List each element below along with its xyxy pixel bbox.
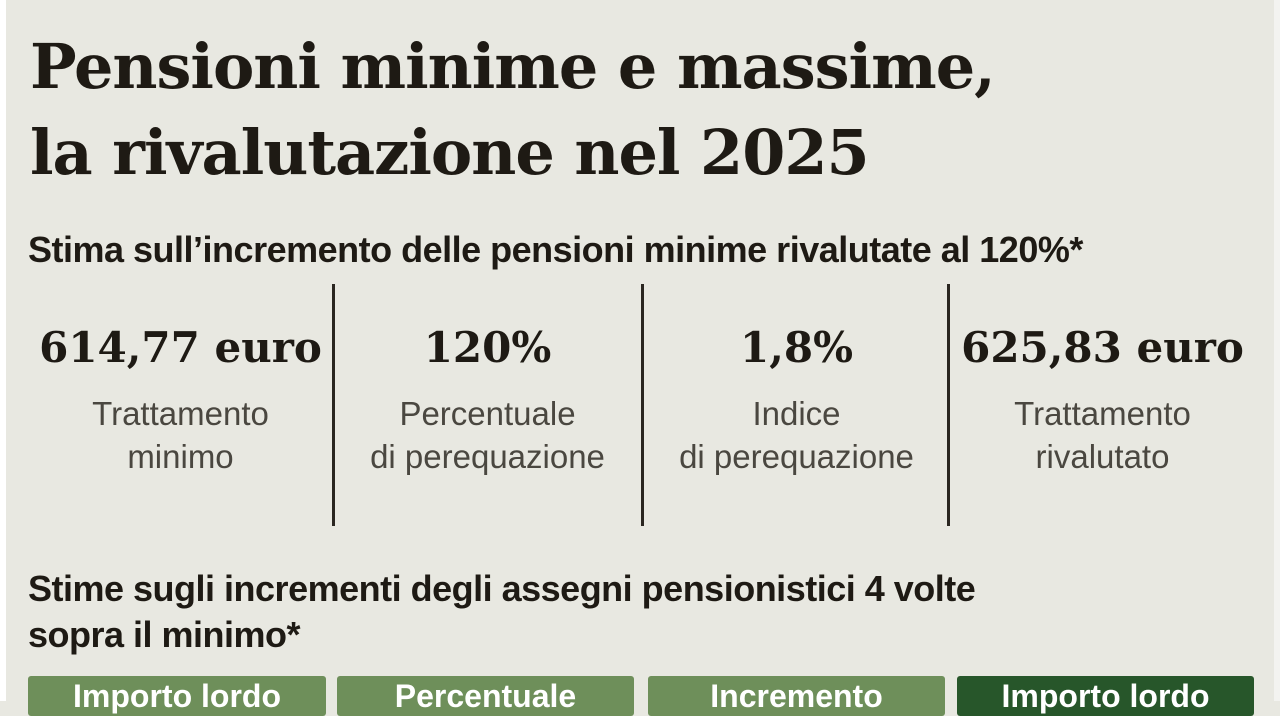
stat-indice-perequazione: 1,8% Indice di perequazione xyxy=(644,284,949,526)
stats-row: 614,77 euro Trattamento minimo 120% Perc… xyxy=(28,284,1250,526)
stat-label: Trattamento rivalutato xyxy=(950,392,1255,478)
section-heading-four-times-minimum: Stime sugli incrementi degli assegni pen… xyxy=(28,566,976,658)
stat-percentuale-perequazione: 120% Percentuale di perequazione xyxy=(335,284,640,526)
stat-divider xyxy=(332,284,335,526)
stat-value: 1,8% xyxy=(740,323,853,372)
stat-divider xyxy=(947,284,950,526)
stat-trattamento-rivalutato: 625,83 euro Trattamento rivalutato xyxy=(950,284,1255,526)
stat-label-line-2: di perequazione xyxy=(370,438,605,475)
stat-label-line-2: minimo xyxy=(127,438,234,475)
stat-label-line-2: di perequazione xyxy=(679,438,914,475)
title-line-1: Pensioni minime e massime, xyxy=(30,30,996,103)
stat-label-line-1: Trattamento xyxy=(1014,395,1191,432)
stat-label: Percentuale di perequazione xyxy=(335,392,640,478)
stat-label-line-1: Percentuale xyxy=(399,395,576,432)
stat-value: 120% xyxy=(423,323,552,372)
table-header-percentuale: Percentuale xyxy=(337,676,634,716)
section-heading-line-1: Stime sugli incrementi degli assegni pen… xyxy=(28,568,976,609)
section-heading-minimum-pensions: Stima sull’incremento delle pensioni min… xyxy=(28,229,1083,270)
title-line-2: la rivalutazione nel 2025 xyxy=(30,116,870,189)
page-title: Pensioni minime e massime, la rivalutazi… xyxy=(30,24,996,196)
stat-label-line-1: Indice xyxy=(752,395,841,432)
stat-trattamento-minimo: 614,77 euro Trattamento minimo xyxy=(28,284,333,526)
table-header-label: Importo lordo xyxy=(73,678,281,714)
stat-value: 614,77 euro xyxy=(39,323,322,372)
table-header-label: Importo lordo xyxy=(1001,678,1210,714)
stat-label-line-1: Trattamento xyxy=(92,395,269,432)
table-header-importo-lordo-rivalutato: Importo lordo xyxy=(957,676,1254,716)
section-heading-line-2: sopra il minimo* xyxy=(28,614,301,655)
stat-label: Trattamento minimo xyxy=(28,392,333,478)
table-header-label: Percentuale xyxy=(394,678,577,714)
table-header-label: Incremento xyxy=(710,678,883,714)
table-header-importo-lordo: Importo lordo xyxy=(28,676,326,716)
stat-label-line-2: rivalutato xyxy=(1035,438,1170,475)
stat-divider xyxy=(641,284,644,526)
table-header-incremento: Incremento xyxy=(648,676,945,716)
stat-label: Indice di perequazione xyxy=(644,392,949,478)
stat-value: 625,83 euro xyxy=(961,323,1244,372)
